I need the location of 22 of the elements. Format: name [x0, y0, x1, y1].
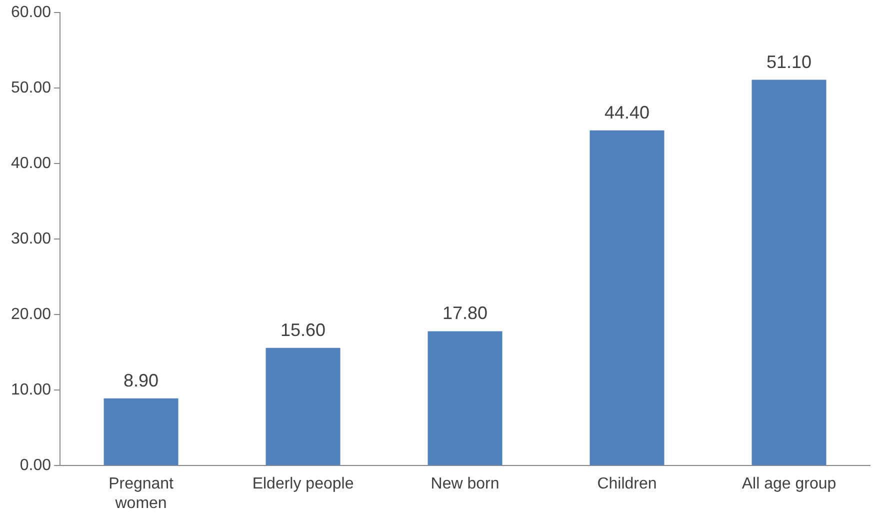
y-tick-label: 10.00: [10, 382, 52, 399]
data-label: 44.40: [604, 102, 650, 122]
y-tick-label: 0.00: [20, 457, 52, 474]
bar: [266, 348, 340, 466]
y-tick-label: 60.00: [10, 4, 52, 22]
bar: [428, 331, 502, 466]
bar: [752, 80, 826, 466]
y-tick-label: 20.00: [10, 306, 52, 324]
data-label: 15.60: [280, 320, 326, 340]
y-tick-label: 30.00: [10, 230, 52, 248]
x-tick-label: New born: [430, 476, 500, 493]
x-tick-label: All age group: [742, 476, 836, 493]
data-label: 8.90: [124, 370, 159, 390]
y-tick-label: 50.00: [10, 80, 52, 97]
y-tick-label: 40.00: [10, 155, 52, 172]
bar: [590, 130, 664, 466]
x-tick-label: Children: [597, 476, 657, 493]
x-tick-label: Elderly people: [252, 476, 354, 493]
bar: [104, 398, 178, 466]
data-label: 17.80: [442, 303, 488, 324]
data-label: 51.10: [766, 52, 812, 72]
x-tick-label: Pregnant women: [108, 476, 174, 512]
